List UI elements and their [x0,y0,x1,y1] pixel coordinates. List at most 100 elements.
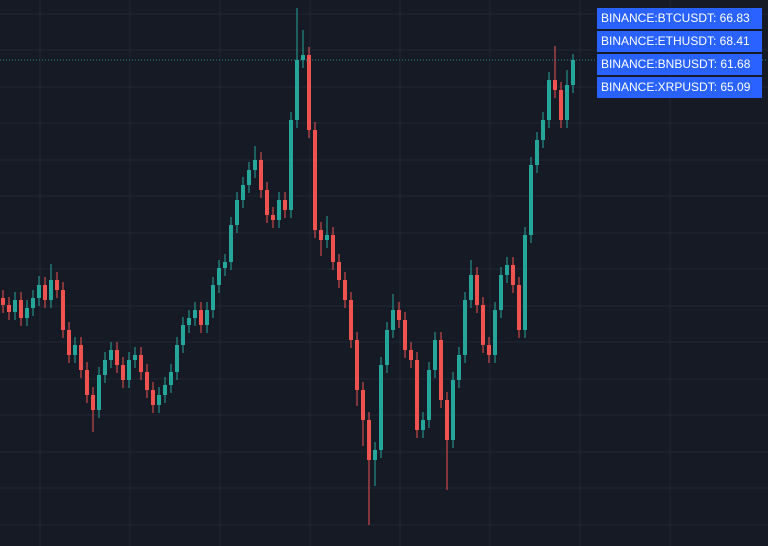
candle-body [229,225,233,262]
candle-body [427,370,431,420]
candle-body [451,380,455,440]
legend-item: BINANCE:ETHUSDT: 68.41 [597,31,762,52]
candle-body [487,345,491,355]
candle-body [25,308,29,318]
candle-body [469,275,473,300]
candle-body [403,320,407,350]
legend-label: BINANCE:BTCUSDT: 66.83 [601,11,750,25]
candle-body [499,275,503,310]
legend-item: BINANCE:XRPUSDT: 65.09 [597,77,762,98]
candle-body [55,280,59,290]
candle-body [325,235,329,240]
candle-body [337,262,341,280]
candle-body [391,310,395,330]
candle-body [223,262,227,268]
candle-body [559,90,563,120]
candle-body [61,290,65,330]
candle-body [349,300,353,340]
candle-body [571,60,575,85]
candle-body [217,268,221,285]
candle-body [553,80,557,90]
candle-body [1,298,5,305]
candle-body [433,340,437,370]
legend-label: BINANCE:ETHUSDT: 68.41 [601,34,750,48]
candle-body [463,300,467,355]
candle-body [85,370,89,395]
candle-body [355,340,359,390]
candle-body [343,280,347,300]
candle-body [13,300,17,312]
candle-body [193,310,197,318]
candle-body [475,275,479,305]
candle-body [49,280,53,300]
candle-body [91,395,95,410]
candle-body [7,305,11,312]
candle-body [31,298,35,308]
candle-body [37,285,41,298]
candle-body [379,365,383,450]
candle-body [445,400,449,440]
candle-body [493,310,497,355]
legend-box [597,77,762,98]
candle-body [505,265,509,275]
candle-body [301,55,305,60]
candle-body [523,235,527,330]
legend-label: BINANCE:XRPUSDT: 65.09 [601,80,751,94]
candle-body [265,190,269,215]
candle-body [511,265,515,285]
candle-body [457,355,461,380]
candle-body [127,360,131,380]
candle-body [19,300,23,318]
legend-box [597,31,762,52]
candle-body [331,235,335,262]
candle-body [295,60,299,120]
candle-body [421,420,425,430]
legend-label: BINANCE:BNBUSDT: 61.68 [601,57,751,71]
candle-body [145,372,149,390]
candle-body [529,165,533,235]
candle-body [547,80,551,120]
candle-body [565,85,569,120]
candle-body [541,120,545,140]
candle-body [235,200,239,225]
candle-body [205,310,209,325]
candle-body [163,385,167,395]
candle-body [67,330,71,355]
candle-body [385,330,389,365]
legend-box [597,54,762,75]
candle-body [313,130,317,230]
candle-body [409,350,413,360]
candle-body [247,170,251,185]
candle-body [157,395,161,405]
candle-body [139,355,143,372]
candle-body [103,360,107,375]
candle-body [481,305,485,345]
legend-item: BINANCE:BNBUSDT: 61.68 [597,54,762,75]
candle-body [199,310,203,325]
candle-body [43,285,47,300]
candle-body [253,160,257,170]
candle-body [439,340,443,400]
candle-body [307,55,311,130]
candle-body [319,230,323,240]
candle-body [397,310,401,320]
legend-item: BINANCE:BTCUSDT: 66.83 [597,8,762,29]
candle-body [211,285,215,310]
candle-body [169,372,173,385]
candle-body [259,160,263,190]
candle-body [181,325,185,345]
candle-body [283,200,287,210]
candle-body [133,355,137,360]
candle-body [175,345,179,372]
candle-body [367,420,371,460]
candle-body [151,390,155,405]
candle-body [535,140,539,165]
candle-body [97,375,101,410]
candle-body [73,345,77,355]
candle-body [289,120,293,210]
candle-body [109,350,113,360]
legend-box [597,8,762,29]
candle-body [115,350,119,365]
candle-body [79,345,83,370]
